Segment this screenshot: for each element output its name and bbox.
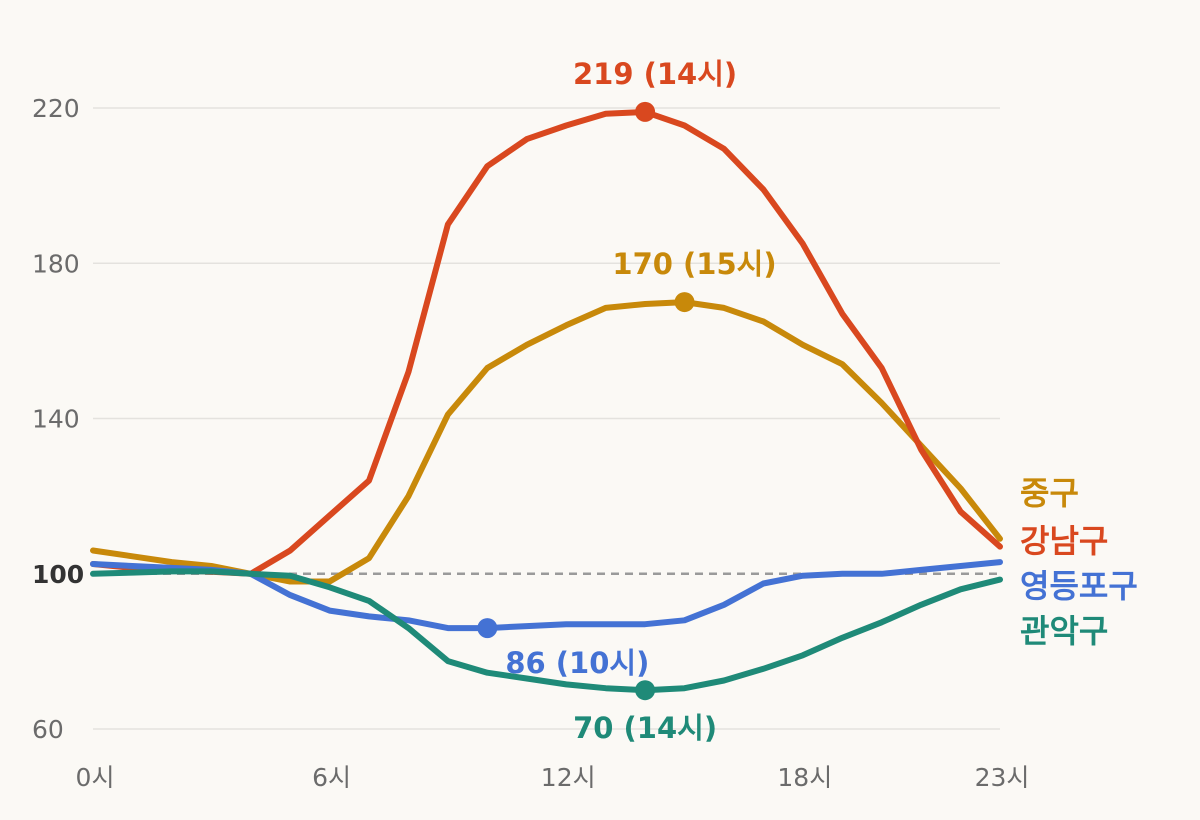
peak-label-2: 86 (10시) <box>505 646 649 680</box>
y-tick-label: 180 <box>32 249 80 278</box>
x-tick-label: 18시 <box>777 763 832 792</box>
y-tick-label: 60 <box>32 715 64 744</box>
y-tick-label: 140 <box>32 405 80 434</box>
legend-label-0: 중구 <box>1020 474 1079 512</box>
series-lines <box>90 108 1003 694</box>
y-tick-label: 100 <box>32 560 84 589</box>
series-line-3 <box>90 568 1003 694</box>
x-tick-label: 23시 <box>975 763 1030 792</box>
peak-marker-2 <box>477 618 498 639</box>
peak-label-1: 219 (14시) <box>573 57 737 91</box>
x-axis-ticks: 0시 6시 12시 18시 23시 <box>76 763 1030 792</box>
legend-label-3: 관악구 <box>1020 612 1108 650</box>
legend-label-2: 영등포구 <box>1020 567 1138 605</box>
peak-marker-3 <box>635 680 656 701</box>
series-line-1 <box>90 108 1003 577</box>
peak-label-3: 70 (14시) <box>573 711 717 745</box>
peak-label-0: 170 (15시) <box>612 247 776 281</box>
x-tick-label: 0시 <box>76 763 115 792</box>
y-axis-ticks: 60 100 140 180 220 <box>32 94 84 744</box>
peak-annotations: 170 (15시) 219 (14시) 86 (10시) 70 (14시) <box>477 57 777 745</box>
x-tick-label: 12시 <box>541 763 596 792</box>
peak-marker-0 <box>674 292 695 313</box>
y-tick-label: 220 <box>32 94 80 123</box>
peak-marker-1 <box>635 101 656 122</box>
x-tick-label: 6시 <box>312 763 351 792</box>
grid-layer <box>93 107 1000 730</box>
legend-label-1: 강남구 <box>1020 522 1108 560</box>
